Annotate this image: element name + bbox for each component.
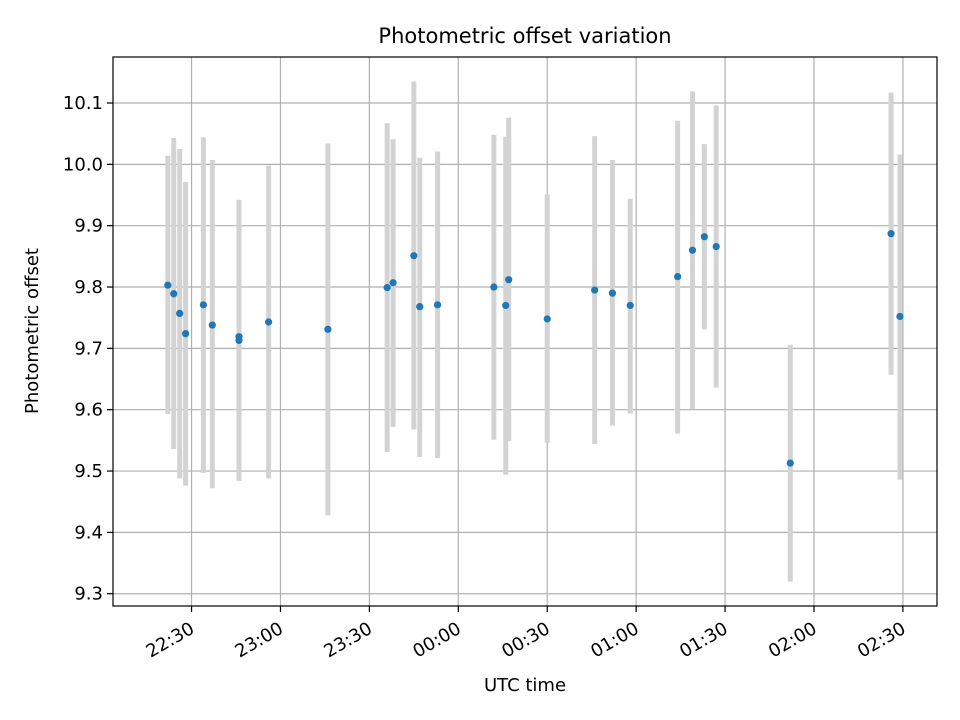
data-point: [505, 276, 513, 284]
plot-frame: [112, 56, 938, 607]
data-point: [208, 321, 216, 329]
y-axis-ticks: 9.3 9.4 9.5 9.6 9.7 9.8 9.9 10.0 10.1: [63, 93, 113, 605]
data-point: [170, 290, 178, 298]
y-tick-label: 9.7: [74, 338, 103, 359]
data-point: [502, 301, 510, 310]
data-point: [416, 303, 424, 311]
y-tick-label: 9.4: [74, 522, 103, 543]
data-point: [896, 312, 904, 321]
data-point: [674, 273, 682, 281]
data-point: [235, 336, 243, 344]
y-tick-label: 9.3: [74, 584, 103, 605]
y-axis-label: Photometric offset: [22, 248, 43, 414]
data-point: [433, 301, 442, 309]
data-point: [786, 459, 794, 467]
data-point: [176, 309, 184, 318]
data-point: [887, 230, 895, 238]
x-axis-label: UTC time: [484, 675, 566, 696]
grid-lines: [113, 57, 937, 606]
data-point: [591, 286, 599, 294]
y-tick-label: 9.9: [74, 216, 103, 237]
data-point: [608, 289, 617, 297]
data-point: [164, 281, 172, 289]
data-point: [700, 233, 708, 241]
data-point: [543, 315, 551, 323]
y-tick-label: 10.1: [63, 93, 103, 114]
data-point: [324, 325, 332, 333]
data-point: [688, 246, 697, 254]
data-point: [265, 318, 273, 326]
data-point: [182, 330, 190, 338]
data-points: [164, 230, 904, 467]
data-point: [490, 283, 498, 291]
data-point: [199, 301, 208, 309]
y-tick-label: 9.6: [74, 400, 103, 421]
y-tick-label: 9.5: [74, 461, 103, 482]
data-point: [626, 301, 634, 310]
data-point: [389, 279, 397, 287]
data-point: [383, 284, 391, 292]
y-tick-label: 9.8: [74, 277, 103, 298]
chart-title: Photometric offset variation: [378, 24, 671, 48]
y-tick-label: 10.0: [63, 154, 103, 175]
data-point: [410, 252, 418, 260]
data-point: [712, 242, 720, 251]
